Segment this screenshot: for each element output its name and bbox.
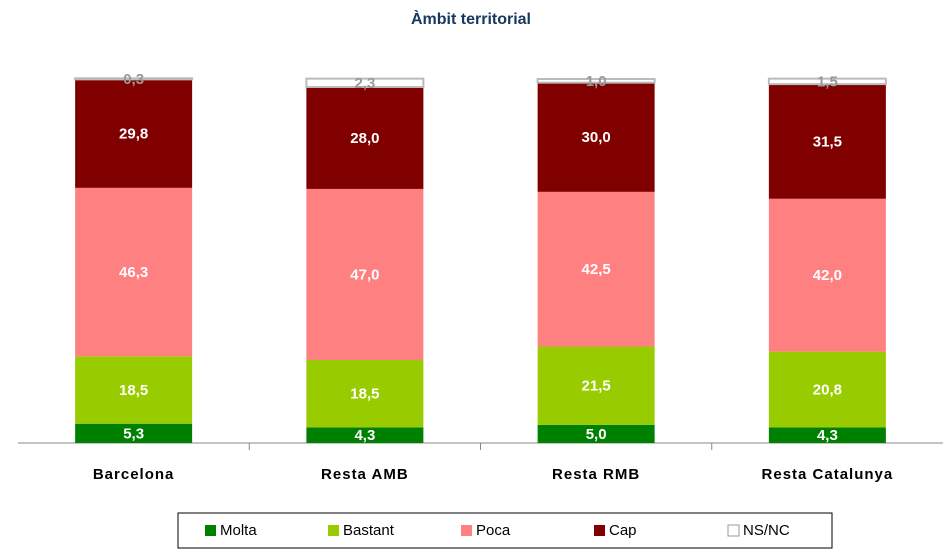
bar-segment bbox=[306, 427, 424, 443]
legend-label: Molta bbox=[220, 522, 257, 539]
data-label: 1,5 bbox=[817, 73, 838, 90]
bar-segment bbox=[768, 427, 886, 443]
bar-segment bbox=[537, 82, 655, 192]
chart-title: Àmbit territorial bbox=[411, 9, 531, 28]
legend-swatch bbox=[461, 525, 472, 536]
data-label: 1,0 bbox=[586, 73, 607, 90]
data-label: 29,8 bbox=[119, 126, 148, 143]
bar-segment bbox=[306, 87, 424, 189]
legend bbox=[177, 512, 833, 549]
data-label: 46,3 bbox=[119, 264, 148, 281]
bar-segment bbox=[537, 346, 655, 425]
data-label: 20,8 bbox=[813, 381, 842, 398]
bar-segment bbox=[768, 84, 886, 199]
data-label: 5,0 bbox=[586, 426, 607, 443]
bar-segment bbox=[768, 198, 886, 352]
bar-segment bbox=[767, 77, 887, 86]
data-label: 21,5 bbox=[582, 378, 611, 395]
data-label: 5,3 bbox=[123, 425, 144, 442]
bar-segment bbox=[75, 356, 193, 424]
bar-segment bbox=[75, 79, 193, 188]
data-label: 18,5 bbox=[119, 382, 148, 399]
data-label: 4,3 bbox=[354, 427, 375, 444]
x-tick-label: Resta Catalunya bbox=[762, 466, 894, 483]
legend-label: Poca bbox=[476, 522, 511, 539]
bar-segment bbox=[75, 187, 193, 357]
bar-segment bbox=[306, 360, 424, 428]
legend-swatch bbox=[328, 525, 339, 536]
legend-label: NS/NC bbox=[743, 522, 790, 539]
bar-segment bbox=[306, 188, 424, 361]
bar-segment bbox=[74, 77, 194, 81]
bar-segment bbox=[768, 351, 886, 428]
legend-swatch bbox=[205, 525, 216, 536]
bar-segment bbox=[537, 424, 655, 443]
legend-label: Bastant bbox=[343, 522, 395, 539]
data-label: 2,3 bbox=[354, 75, 375, 92]
bar-segment bbox=[537, 191, 655, 347]
x-tick-label: Barcelona bbox=[93, 466, 175, 483]
data-label: 42,0 bbox=[813, 267, 842, 284]
data-label: 4,3 bbox=[817, 427, 838, 444]
data-label: 0,3 bbox=[123, 71, 144, 88]
data-label: 47,0 bbox=[350, 266, 379, 283]
data-label: 28,0 bbox=[350, 130, 379, 147]
data-label: 18,5 bbox=[350, 386, 379, 403]
x-tick-label: Resta RMB bbox=[552, 466, 640, 483]
bar-segment bbox=[75, 423, 193, 443]
bar-segment bbox=[305, 77, 425, 89]
bar-segment bbox=[536, 78, 656, 84]
legend-swatch bbox=[727, 524, 740, 537]
legend-swatch bbox=[594, 525, 605, 536]
x-tick-label: Resta AMB bbox=[321, 466, 409, 483]
data-label: 31,5 bbox=[813, 133, 842, 150]
legend-label: Cap bbox=[609, 522, 637, 539]
data-label: 42,5 bbox=[582, 261, 611, 278]
data-label: 30,0 bbox=[582, 129, 611, 146]
